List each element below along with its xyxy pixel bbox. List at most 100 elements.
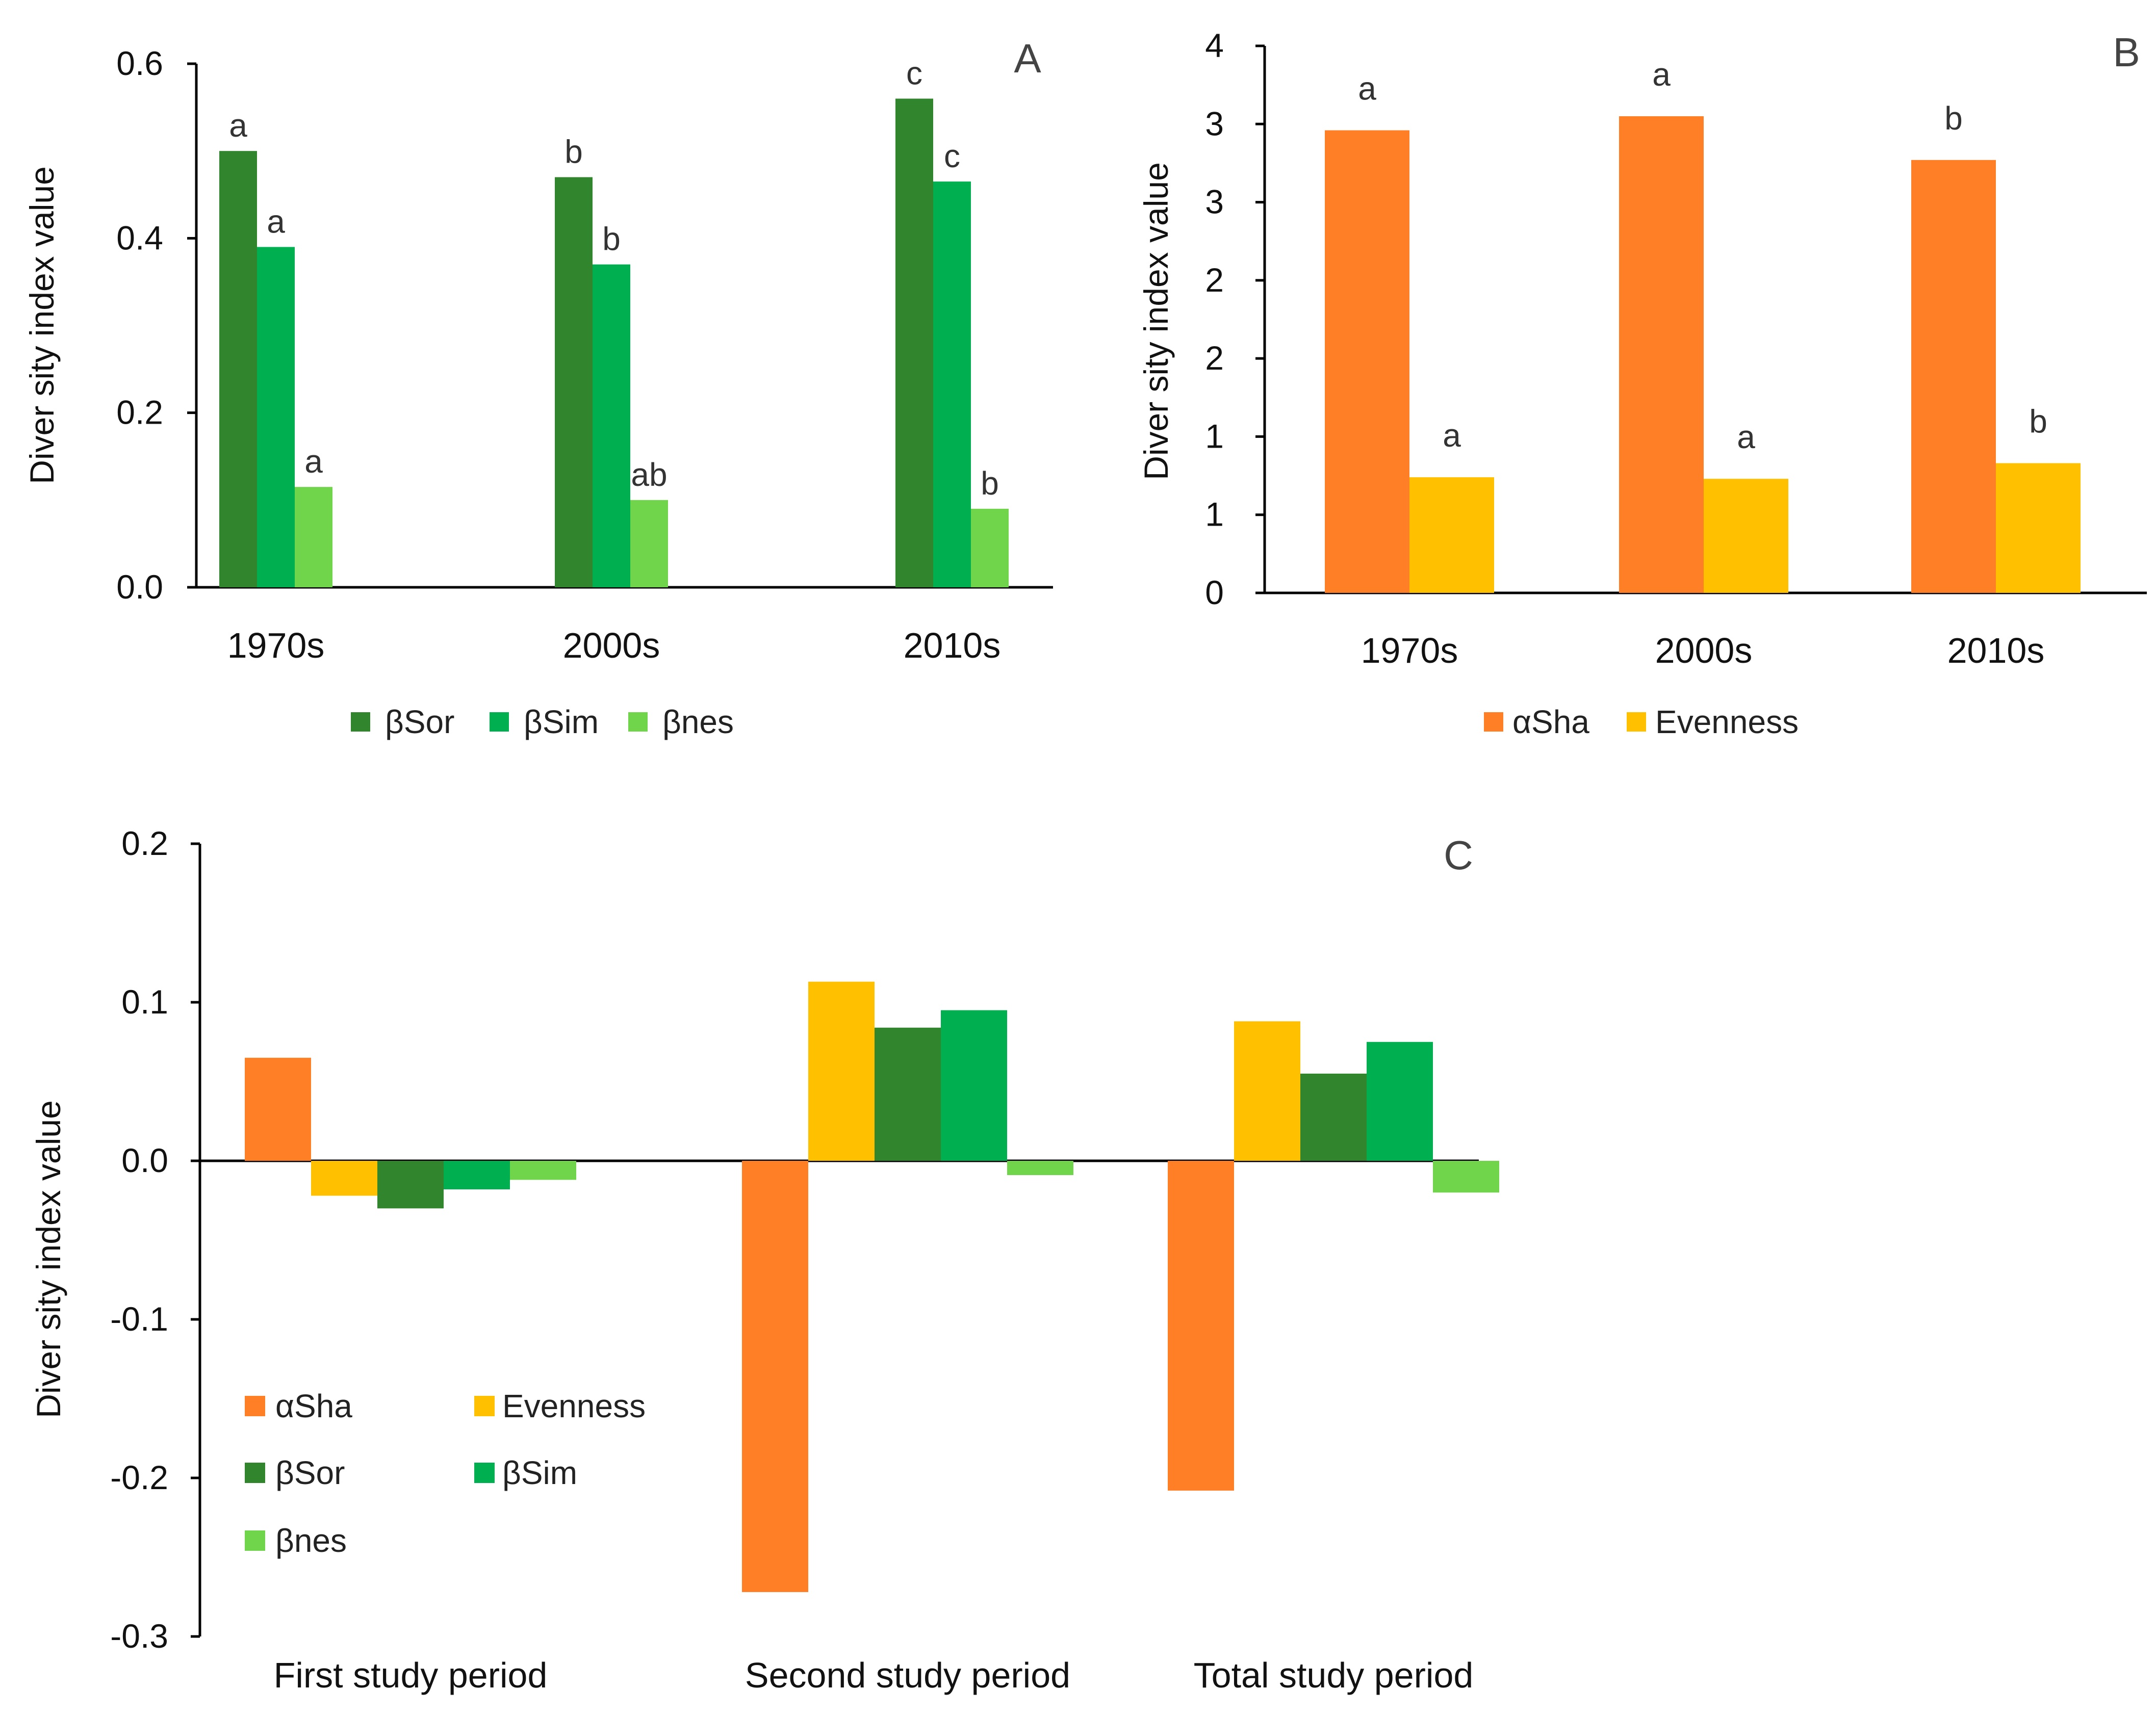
y-tick-label: 0.2 <box>116 394 163 431</box>
y-tick-label: -0.3 <box>110 1617 168 1655</box>
bar-second-study-period-evenness <box>808 981 875 1161</box>
legend-swatch <box>245 1530 265 1551</box>
bar-1970s-bSim <box>257 247 295 587</box>
significance-letter: a <box>229 107 247 144</box>
legend-swatch <box>1484 712 1503 732</box>
bar-2010s-bnes <box>971 508 1009 587</box>
y-tick-label: 0 <box>1205 574 1224 611</box>
legend-swatch <box>1627 712 1646 732</box>
bar-second-study-period-bSim <box>941 1010 1007 1161</box>
y-axis-title: Diver sity index value <box>23 166 61 484</box>
legend-swatch <box>490 712 509 732</box>
legend-label: βSor <box>385 704 454 740</box>
bar-1970s-aSha <box>1325 130 1409 593</box>
legend-swatch <box>351 712 370 732</box>
significance-letter: a <box>1358 70 1376 107</box>
y-tick-label: 0.4 <box>116 219 163 256</box>
bar-2000s-bnes <box>630 500 668 587</box>
y-tick-label: 2 <box>1205 339 1224 377</box>
bar-first-study-period-evenness <box>311 1161 377 1196</box>
panel-label: A <box>1014 36 1041 81</box>
bar-total-study-period-evenness <box>1234 1021 1300 1161</box>
legend-label: Evenness <box>502 1388 646 1424</box>
y-tick-label: 1 <box>1205 417 1224 455</box>
legend-swatch <box>245 1396 265 1416</box>
legend-label: βSim <box>502 1454 577 1491</box>
bar-first-study-period-aSha <box>245 1057 311 1161</box>
y-tick-label: 0.6 <box>116 44 163 82</box>
significance-letter: a <box>1652 56 1671 93</box>
bar-first-study-period-bnes <box>510 1161 576 1180</box>
legend-swatch <box>628 712 648 732</box>
y-tick-label: 0.2 <box>121 824 168 862</box>
bar-total-study-period-aSha <box>1168 1161 1234 1491</box>
legend-swatch <box>474 1463 495 1483</box>
bar-2000s-aSha <box>1619 116 1704 593</box>
significance-letter: b <box>2029 403 2047 440</box>
x-category-label: 2010s <box>904 626 1001 665</box>
x-category-label: First study period <box>274 1655 548 1695</box>
bar-2010s-aSha <box>1911 160 1996 593</box>
bar-2010s-bSim <box>933 181 971 587</box>
legend-label: αSha <box>275 1388 352 1424</box>
significance-letter: b <box>564 134 583 170</box>
bar-2010s-bSor <box>895 98 933 587</box>
legend: αSha Evenness <box>1484 704 1799 740</box>
x-category-label: 2000s <box>563 626 660 665</box>
significance-letter: a <box>304 443 323 480</box>
panel-c: -0.3 -0.2 -0.1 0.0 0.1 0.2 Diver sity index va… <box>30 824 1499 1695</box>
significance-letter: c <box>906 55 922 91</box>
y-tick-label: 0.0 <box>116 568 163 606</box>
y-tick-label: -0.2 <box>110 1459 168 1496</box>
bar-2010s-evenness <box>1996 463 2081 593</box>
legend: βSor βSim βnes <box>351 704 734 740</box>
panel-label: C <box>1444 833 1473 878</box>
panel-b: 0 1 1 2 2 3 3 4 Diver sity index value Ba a 1970s a a… <box>1137 27 2147 740</box>
significance-letter: a <box>1443 417 1461 454</box>
y-tick-label: 1 <box>1205 496 1224 533</box>
legend-label: βnes <box>275 1522 347 1559</box>
legend-swatch <box>245 1463 265 1483</box>
bar-1970s-bSor <box>219 151 257 588</box>
bar-second-study-period-bSor <box>875 1027 941 1161</box>
bar-2000s-bSor <box>555 177 593 587</box>
significance-letter: a <box>1737 419 1755 455</box>
significance-letter: c <box>944 138 960 174</box>
y-axis-title: Diver sity index value <box>1137 162 1175 480</box>
y-tick-label: -0.1 <box>110 1300 168 1338</box>
y-axis-title: Diver sity index value <box>30 1100 67 1418</box>
y-tick-label: 0.1 <box>121 983 168 1021</box>
y-tick-label: 4 <box>1205 27 1224 64</box>
y-tick-label: 3 <box>1205 105 1224 142</box>
x-category-label: 2010s <box>1947 631 2045 670</box>
x-category-label: 1970s <box>227 626 325 665</box>
significance-letter: b <box>1944 100 1963 137</box>
legend-label: βnes <box>662 704 734 740</box>
bar-total-study-period-bnes <box>1433 1161 1499 1193</box>
legend-swatch <box>474 1396 495 1416</box>
legend: αSha Evenness βSor βSim βnes <box>245 1388 646 1559</box>
x-category-label: 2000s <box>1655 631 1753 670</box>
panel-a: 0.0 0.2 0.4 0.6 Diver sity index value Aa a a 19… <box>23 36 1053 740</box>
legend-label: βSim <box>524 704 599 740</box>
legend-label: αSha <box>1512 704 1589 740</box>
bar-first-study-period-bSim <box>444 1161 510 1189</box>
bar-2000s-evenness <box>1704 479 1788 593</box>
bar-second-study-period-aSha <box>742 1161 808 1592</box>
significance-letter: b <box>981 465 999 502</box>
significance-letter: a <box>267 203 285 240</box>
x-category-label: Total study period <box>1194 1655 1474 1695</box>
legend-label: βSor <box>275 1454 345 1491</box>
x-category-label: 1970s <box>1361 631 1458 670</box>
bar-second-study-period-bnes <box>1007 1161 1073 1175</box>
significance-letter: b <box>602 221 621 257</box>
panel-label: B <box>2113 30 2140 75</box>
bar-first-study-period-bSor <box>377 1161 444 1209</box>
legend-label: Evenness <box>1655 704 1799 740</box>
x-category-label: Second study period <box>745 1655 1070 1695</box>
bar-2000s-bSim <box>593 264 630 587</box>
bar-1970s-evenness <box>1409 477 1494 593</box>
y-tick-label: 3 <box>1205 183 1224 221</box>
y-tick-label: 2 <box>1205 261 1224 299</box>
